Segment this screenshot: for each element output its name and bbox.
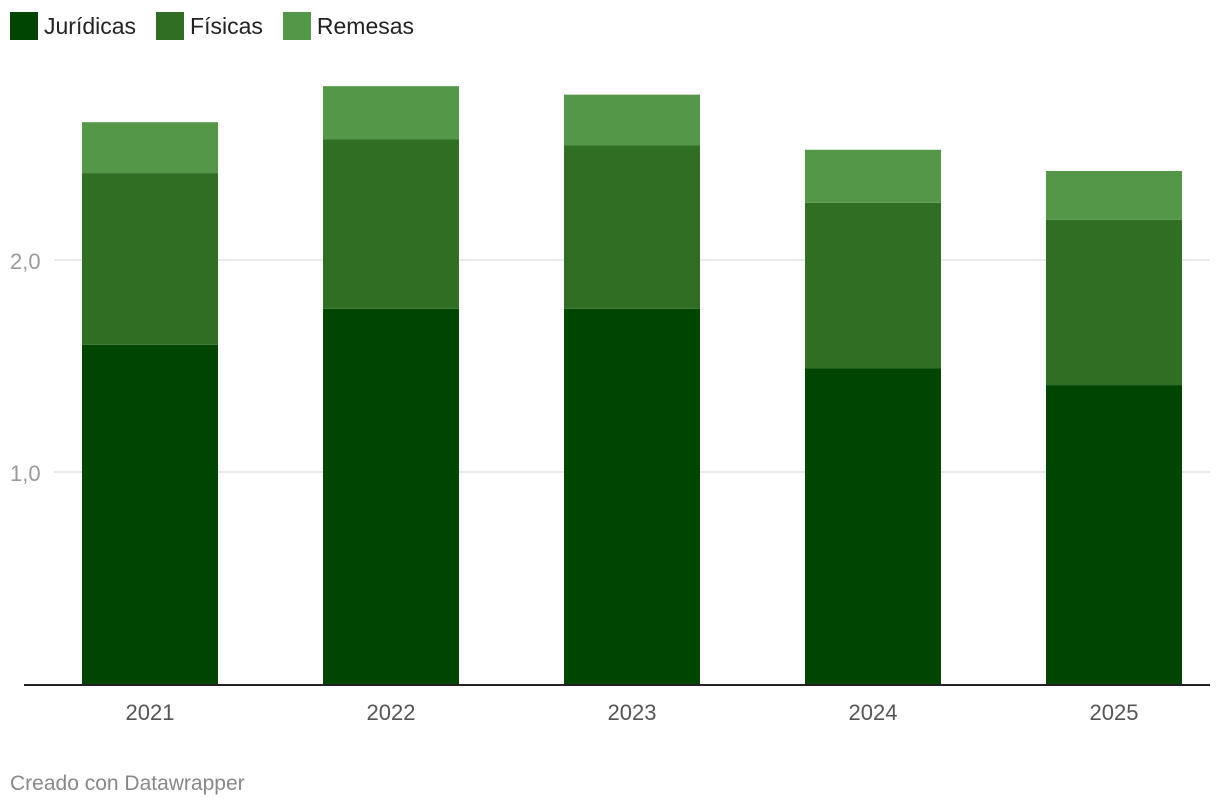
legend-swatch bbox=[10, 12, 38, 40]
x-tick-label: 2024 bbox=[849, 700, 898, 725]
bar-segment bbox=[323, 86, 459, 140]
legend-item: Jurídicas bbox=[10, 12, 136, 40]
x-tick-label: 2023 bbox=[608, 700, 657, 725]
bar-segment bbox=[1046, 219, 1182, 386]
y-tick-label: 2,0 bbox=[10, 249, 41, 274]
legend-swatch bbox=[156, 12, 185, 40]
bar-segment bbox=[805, 149, 941, 203]
bar-segment bbox=[564, 308, 700, 684]
bar-segment bbox=[805, 368, 941, 684]
legend-swatch bbox=[282, 12, 311, 40]
bar-segment bbox=[564, 145, 700, 309]
x-tick-label: 2022 bbox=[367, 700, 416, 725]
legend-label: Físicas bbox=[190, 12, 263, 39]
bar-segment bbox=[564, 94, 700, 146]
legend-label: Jurídicas bbox=[44, 12, 137, 39]
bar-segment bbox=[82, 122, 218, 174]
bar-segment bbox=[323, 308, 459, 684]
bar-segment bbox=[82, 344, 218, 684]
bar-segment bbox=[82, 173, 218, 345]
bar-segment bbox=[1046, 170, 1182, 220]
chart-legend: Jurídicas Físicas Remesas bbox=[10, 12, 414, 40]
y-tick-label: 1,0 bbox=[10, 461, 41, 486]
bar-segment bbox=[1046, 385, 1182, 684]
legend-item: Remesas bbox=[282, 12, 415, 40]
x-tick-label: 2021 bbox=[126, 700, 175, 725]
bar-segment bbox=[323, 139, 459, 309]
legend-label: Remesas bbox=[316, 12, 415, 39]
credit-text: Creado con Datawrapper bbox=[10, 772, 245, 795]
x-tick-label: 2025 bbox=[1090, 700, 1139, 725]
legend-item: Físicas bbox=[156, 12, 263, 40]
bar-segment bbox=[805, 202, 941, 369]
